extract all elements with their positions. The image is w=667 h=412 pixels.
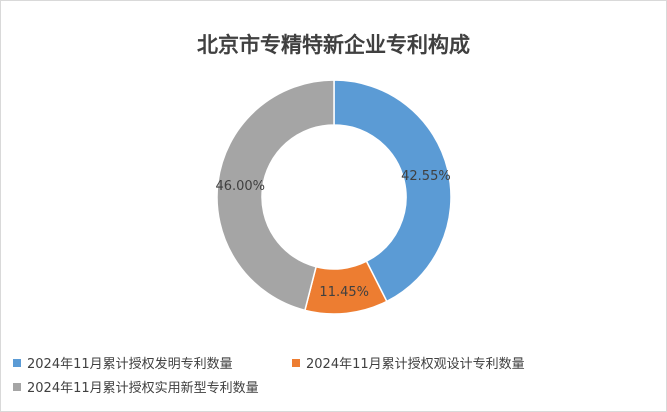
legend-item-design: 2024年11月累计授权观设计专利数量: [292, 353, 525, 372]
legend-item-invention: 2024年11月累计授权发明专利数量: [13, 353, 233, 372]
data-label-1: 11.45%: [319, 285, 369, 300]
legend-label: 2024年11月累计授权发明专利数量: [27, 357, 233, 372]
chart-title: 北京市专精特新企业专利构成: [197, 32, 470, 57]
legend-label: 2024年11月累计授权实用新型专利数量: [27, 381, 259, 396]
donut-slice-0: [333, 79, 452, 303]
data-label-2: 46.00%: [215, 179, 265, 194]
legend-swatch: [13, 358, 21, 367]
legend-label: 2024年11月累计授权观设计专利数量: [306, 357, 525, 372]
donut-slice-2: [216, 79, 335, 312]
legend-swatch: [13, 382, 21, 391]
legend-swatch: [292, 358, 300, 367]
data-label-0: 42.55%: [401, 169, 451, 184]
legend-item-utility: 2024年11月累计授权实用新型专利数量: [13, 377, 259, 396]
